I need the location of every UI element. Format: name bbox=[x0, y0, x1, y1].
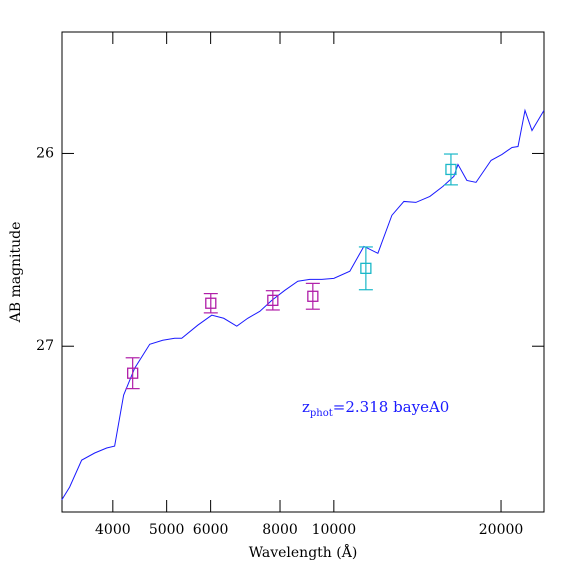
annotation: zphot=2.318 bayeA0 bbox=[302, 398, 449, 419]
data-point bbox=[445, 163, 457, 176]
y-tick-label: 27 bbox=[36, 338, 54, 354]
annotation-rest: =2.318 bayeA0 bbox=[333, 398, 450, 416]
x-tick-label: 6000 bbox=[193, 522, 229, 538]
model-line bbox=[61, 108, 545, 501]
annotation-z: z bbox=[302, 398, 310, 416]
x-tick-label: 20000 bbox=[479, 522, 524, 538]
x-axis-label: Wavelength (Å) bbox=[249, 543, 358, 561]
annotation-sub: phot bbox=[310, 408, 333, 419]
y-tick-label: 26 bbox=[36, 145, 54, 161]
data-point bbox=[307, 290, 319, 302]
x-tick-label: 4000 bbox=[95, 522, 131, 538]
y-axis-label: AB magnitude bbox=[8, 222, 24, 324]
x-tick-label: 5000 bbox=[149, 522, 185, 538]
x-tick-label: 10000 bbox=[312, 522, 357, 538]
data-point bbox=[360, 262, 372, 274]
plot-frame bbox=[61, 31, 545, 513]
x-tick-label: 8000 bbox=[262, 522, 298, 538]
data-point bbox=[205, 297, 217, 309]
data-point bbox=[267, 294, 279, 306]
data-point bbox=[127, 367, 139, 379]
